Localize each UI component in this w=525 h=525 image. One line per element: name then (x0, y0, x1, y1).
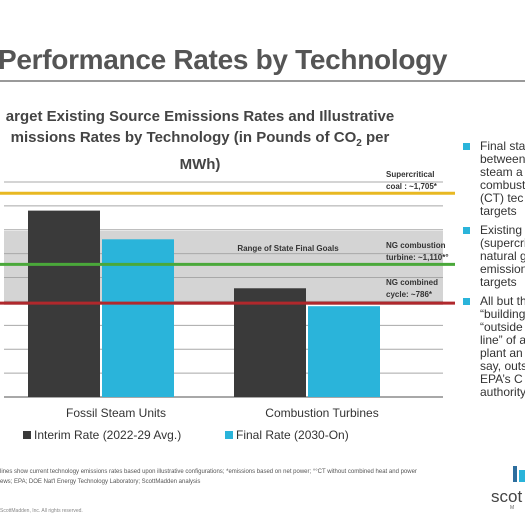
company-logo: scot (491, 487, 523, 506)
reference-line-value: cycle: ~786* (386, 290, 433, 299)
footnote-line-2: ews; EPA; DOE Nat'l Energy Technology La… (0, 479, 201, 485)
square-bullet-icon (463, 298, 470, 305)
reference-line-label: Supercritical (386, 170, 434, 179)
legend-label: Final Rate (2030-On) (236, 428, 349, 442)
square-bullet-icon (463, 227, 470, 234)
bullet-item: All but th “building “outside line” of a… (460, 295, 525, 399)
chart-title-line-1: arget Existing Source Emissions Rates an… (5, 108, 395, 125)
footnote-line-1: lines show current technology emissions … (0, 469, 417, 475)
reference-line-value: coal : ~1,705* (386, 182, 438, 191)
bar-interim (234, 288, 306, 397)
reference-line-label: NG combustion (386, 241, 446, 250)
page-title: Performance Rates by Technology (0, 44, 448, 75)
bar-final (308, 306, 380, 397)
bullet-item: Existing (supercri natural g emission ta… (460, 224, 525, 289)
logo-mark-icon (513, 466, 517, 482)
reference-line-label: NG combined (386, 278, 438, 287)
chart-title: arget Existing Source Emissions Rates an… (0, 106, 434, 175)
legend-swatch (225, 431, 233, 439)
copyright: ScottMadden, Inc. All rights reserved. (0, 508, 83, 514)
x-tick-label: Combustion Turbines (265, 406, 378, 420)
legend-label: Interim Rate (2022-29 Avg.) (34, 428, 181, 442)
goal-range-label: Range of State Final Goals (237, 244, 339, 253)
bullet-list: Final sta between steam a combust (CT) t… (460, 140, 525, 405)
title-divider (0, 80, 525, 82)
reference-line-value: turbine: ~1,110*° (386, 253, 449, 262)
chart-title-line-2: missions Rates by Technology (in Pounds … (10, 129, 390, 149)
company-logo-sub: M (510, 505, 515, 511)
logo-mark-accent-icon (519, 470, 525, 482)
legend-swatch (23, 431, 31, 439)
bullet-item: Final sta between steam a combust (CT) t… (460, 140, 525, 218)
square-bullet-icon (463, 143, 470, 150)
x-tick-label: Fossil Steam Units (66, 406, 166, 420)
footnote: lines show current technology emissions … (0, 467, 480, 487)
chart-title-line-3: MWh) (179, 156, 221, 173)
